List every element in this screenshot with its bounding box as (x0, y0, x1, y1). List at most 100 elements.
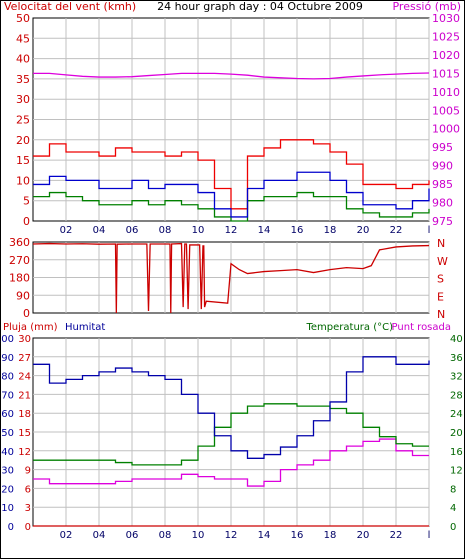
compass-label: N (437, 237, 445, 250)
wind-axis-title: Velocitat del vent (kmh) (4, 0, 136, 13)
rain-tick-label: 6 (25, 484, 31, 495)
x-tick-label: 12 (225, 530, 238, 541)
series-line-temperature (33, 403, 429, 466)
wind-tick-label: 25 (16, 114, 30, 127)
x-tick-label: 12 (225, 225, 238, 236)
series-line-dew (33, 438, 429, 487)
temperature-tick-label: 40 (450, 334, 463, 345)
pressure-tick-label: 1015 (432, 67, 460, 80)
humidity-tick-label: 40 (1, 447, 14, 458)
x-tick-label: 14 (258, 225, 271, 236)
temperature-tick-label: 16 (450, 447, 463, 458)
x-tick-label: 06 (126, 530, 139, 541)
rain-humidity-temperature-panel: 02 04 06 08 10 12 14 16 18 20 22 l03691215182124273… (0, 334, 463, 541)
wind-tick-label: 35 (16, 73, 30, 86)
x-tick-label: 04 (93, 530, 106, 541)
series-line-direction (32, 242, 430, 314)
temperature-tick-label: 28 (450, 390, 463, 401)
x-tick-label: 20 (357, 225, 370, 236)
humidity-tick-label: 0 (8, 522, 14, 533)
x-tick-label: 04 (93, 225, 106, 236)
wind-tick-label: 0 (23, 215, 30, 228)
direction-tick-label: 0 (23, 307, 30, 320)
temperature-tick-label: 8 (450, 484, 456, 495)
temperature-tick-label: 0 (450, 522, 456, 533)
temperature-tick-label: 20 (450, 428, 463, 439)
humidity-tick-label: 20 (1, 484, 14, 495)
wind-tick-label: 5 (23, 195, 30, 208)
direction-tick-label: 270 (9, 254, 30, 267)
humidity-tick-label: 80 (1, 372, 14, 383)
rain-tick-label: 30 (18, 334, 31, 345)
compass-label: W (437, 255, 448, 268)
rain-tick-label: 27 (18, 353, 31, 364)
x-tick-label: 18 (324, 530, 337, 541)
compass-label: N (437, 308, 445, 321)
x-tick-label: 16 (291, 530, 304, 541)
pressure-tick-label: 1010 (432, 86, 460, 99)
pressure-tick-label: 995 (432, 141, 453, 154)
humidity-tick-label: 50 (1, 428, 14, 439)
x-tick-label: 02 (60, 225, 73, 236)
rain-tick-label: 21 (18, 390, 31, 401)
direction-tick-label: 90 (16, 289, 30, 302)
series-line-pressure (33, 72, 430, 80)
humidity-axis-title: Humitat (65, 322, 105, 333)
x-tick-label: 22 (390, 225, 403, 236)
wind-tick-label: 10 (16, 174, 30, 187)
rain-axis-title: Pluja (mm) (3, 322, 58, 333)
compass-label: S (437, 273, 444, 286)
wind-tick-label: 40 (16, 53, 30, 66)
rain-tick-label: 24 (18, 372, 31, 383)
wind-tick-label: 30 (16, 93, 30, 106)
pressure-tick-label: 1020 (432, 49, 460, 62)
pressure-tick-label: 985 (432, 178, 453, 191)
pressure-tick-label: 980 (432, 197, 453, 210)
pressure-tick-label: 1000 (432, 123, 460, 136)
pressure-tick-label: 1025 (432, 30, 460, 43)
humidity-tick-label: 90 (1, 353, 14, 364)
rain-tick-label: 18 (18, 409, 31, 420)
rain-tick-label: 15 (18, 428, 31, 439)
wind-pressure-panel: 02 04 06 08 10 12 14 16 18 20 22 l05101520253035404… (16, 12, 460, 236)
temperature-tick-label: 12 (450, 466, 463, 477)
pressure-axis-title: Pressió (mb) (392, 0, 461, 13)
humidity-tick-label: 10 (1, 503, 14, 514)
x-tick-label: 10 (192, 225, 205, 236)
dewpoint-axis-title: Punt rosada (392, 322, 451, 333)
direction-tick-label: 360 (9, 236, 30, 249)
wind-tick-label: 20 (16, 134, 30, 147)
x-tick-label: 14 (258, 530, 271, 541)
x-tick-label: 02 (60, 530, 73, 541)
rain-tick-label: 9 (25, 466, 31, 477)
series-line-avg (33, 171, 430, 218)
x-tick-label: 20 (357, 530, 370, 541)
x-tick-label: l (428, 225, 431, 236)
humidity-tick-label: 100 (0, 334, 14, 345)
wind-tick-label: 50 (16, 12, 30, 25)
x-tick-label: 18 (324, 225, 337, 236)
pressure-tick-label: 990 (432, 160, 453, 173)
x-tick-label: 06 (126, 225, 139, 236)
wind-tick-label: 45 (16, 32, 30, 45)
temperature-tick-label: 36 (450, 353, 463, 364)
x-tick-label: 10 (192, 530, 205, 541)
x-tick-label: 08 (159, 530, 172, 541)
temperature-tick-label: 32 (450, 372, 463, 383)
direction-tick-label: 180 (9, 272, 30, 285)
x-tick-label: 22 (390, 530, 403, 541)
x-tick-label: 16 (291, 225, 304, 236)
x-tick-label: l (428, 530, 431, 541)
compass-label: E (437, 290, 444, 303)
humidity-tick-label: 30 (1, 466, 14, 477)
temperature-tick-label: 4 (450, 503, 456, 514)
temperature-axis-title: Temperatura (°C) (305, 322, 393, 333)
humidity-tick-label: 70 (1, 390, 14, 401)
pressure-tick-label: 1005 (432, 104, 460, 117)
rain-tick-label: 12 (18, 447, 31, 458)
x-tick-label: 08 (159, 225, 172, 236)
rain-tick-label: 0 (25, 522, 31, 533)
